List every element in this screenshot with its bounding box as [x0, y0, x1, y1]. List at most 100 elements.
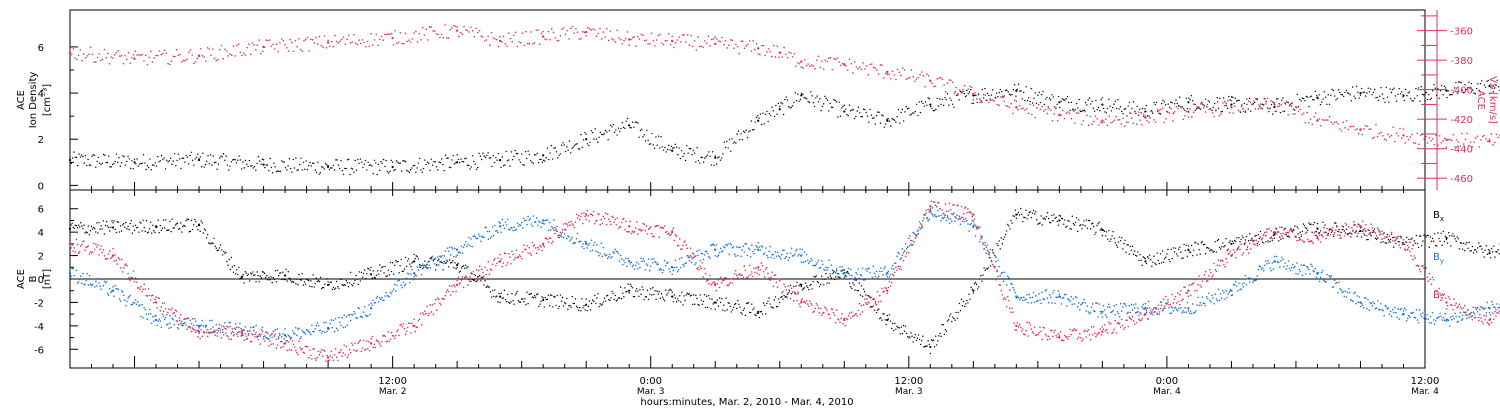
ion-density-sample: [495, 157, 496, 158]
ion-density-sample: [1260, 107, 1261, 108]
vx-sample: [917, 77, 919, 79]
bx-sample: [849, 282, 850, 283]
vx-point: [456, 29, 458, 31]
ion-density-sample: [231, 161, 232, 162]
ion-density-sample: [951, 100, 952, 101]
ion-density-sample: [392, 161, 393, 162]
ion-density-sample: [413, 165, 414, 166]
bx-sample: [696, 298, 697, 299]
vx-sample: [439, 37, 441, 39]
ion-density-sample: [1429, 99, 1430, 100]
ion-density-sample: [989, 98, 990, 99]
vx-sample: [446, 37, 448, 39]
ion-density-sample: [1312, 99, 1313, 100]
vx-sample: [289, 39, 291, 41]
vx-sample: [948, 79, 950, 81]
vx-sample: [1110, 122, 1112, 124]
vx-sample: [876, 69, 878, 71]
bx-sample: [216, 247, 217, 248]
ion-density-sample: [343, 174, 344, 175]
vx-sample: [1372, 138, 1374, 140]
ion-density-sample: [927, 97, 928, 98]
vx-sample: [303, 40, 305, 42]
bx-sample: [682, 304, 683, 305]
ion-density-sample: [1167, 103, 1168, 104]
bx-sample: [793, 286, 794, 287]
bx-sample: [1051, 215, 1052, 216]
velocity-tick-label: -440: [1450, 145, 1473, 156]
bx-sample: [415, 258, 416, 259]
bx-sample: [635, 290, 636, 291]
ion-density-sample: [1095, 100, 1096, 101]
ion-density-sample: [802, 94, 803, 95]
ion-density-sample: [708, 151, 709, 152]
vx-sample: [1219, 115, 1221, 117]
bx-sample: [380, 270, 381, 271]
vx-sample: [179, 54, 181, 56]
vx-sample: [1310, 118, 1312, 120]
ion-density-sample: [240, 159, 241, 160]
ion-density-sample: [369, 165, 370, 166]
ion-density-sample: [1067, 96, 1068, 97]
vx-sample: [444, 24, 446, 26]
ion-density-sample: [234, 159, 235, 160]
vx-sample: [417, 41, 419, 43]
bx-sample: [127, 226, 128, 227]
ion-density-sample: [684, 153, 685, 154]
ion-density-sample: [628, 125, 629, 126]
vx-sample: [1181, 107, 1183, 109]
bx-sample: [724, 310, 725, 311]
vx-sample: [988, 102, 990, 104]
ion-density-sample: [867, 115, 868, 116]
bx-sample: [455, 268, 456, 269]
vx-sample: [634, 36, 636, 38]
bx-sample: [551, 294, 552, 295]
ion-density-sample: [1396, 101, 1397, 102]
bx-sample: [534, 295, 535, 296]
vx-sample: [176, 49, 178, 51]
vx-sample: [689, 44, 691, 46]
vx-sample: [109, 63, 111, 65]
ion-density-sample: [566, 146, 567, 147]
bx-sample: [290, 279, 291, 280]
bx-sample: [890, 320, 891, 321]
ion-density-sample: [1121, 111, 1122, 112]
ion-density-sample: [1400, 93, 1401, 94]
bx-sample: [895, 329, 896, 330]
vx-sample: [214, 58, 216, 60]
ion-density-sample: [1242, 108, 1243, 109]
ion-density-sample: [286, 169, 287, 170]
ion-density-sample: [161, 155, 162, 156]
vx-sample: [1404, 142, 1406, 144]
vx-sample: [288, 50, 290, 52]
vx-sample: [1145, 115, 1147, 117]
bx-sample: [480, 280, 481, 281]
vx-sample: [885, 73, 887, 75]
bx-sample: [919, 339, 920, 340]
ion-density-sample: [1393, 87, 1394, 88]
vx-sample: [202, 55, 204, 57]
ion-density-sample: [107, 162, 108, 163]
ion-density-sample: [385, 160, 386, 161]
bx-sample: [779, 302, 780, 303]
vx-sample: [1265, 103, 1267, 105]
vx-sample: [1169, 112, 1171, 114]
ion-density-sample: [1388, 102, 1389, 103]
vx-sample: [1074, 122, 1076, 124]
ion-density-sample: [1213, 107, 1214, 108]
ion-density-sample: [1414, 98, 1415, 99]
bx-sample: [304, 281, 305, 282]
ion-density-sample: [982, 89, 983, 90]
ion-density-sample: [924, 105, 925, 106]
bx-sample: [972, 289, 973, 290]
vx-sample: [525, 31, 527, 33]
ion-density-sample: [148, 167, 149, 168]
ion-density-point: [1058, 101, 1060, 103]
bx-sample: [1040, 215, 1041, 216]
ion-density-sample: [184, 161, 185, 162]
bx-sample: [875, 301, 876, 302]
vx-sample: [866, 65, 868, 67]
ion-density-sample: [992, 89, 993, 90]
ion-density-sample: [358, 163, 359, 164]
vx-sample: [494, 38, 496, 40]
